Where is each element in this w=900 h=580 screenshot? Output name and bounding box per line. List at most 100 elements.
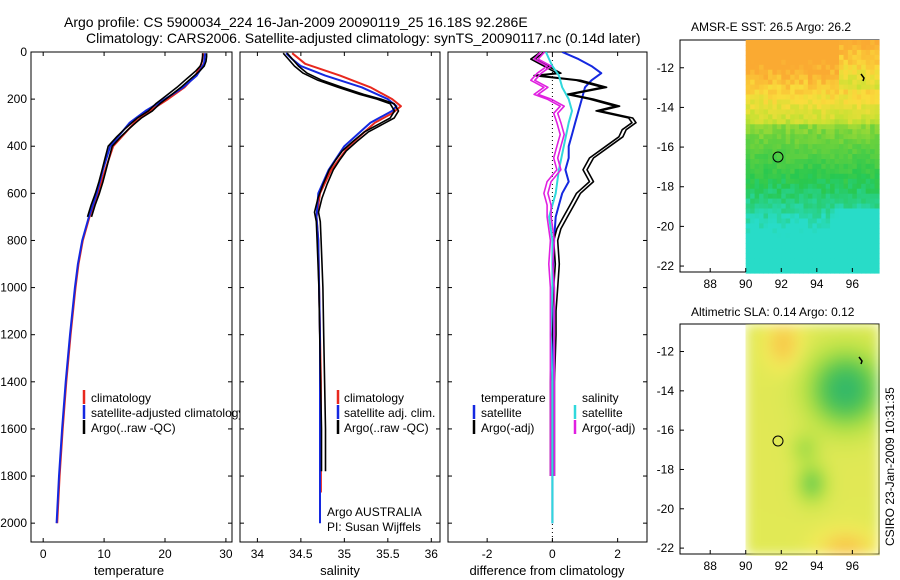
map-cell bbox=[856, 94, 862, 101]
map-cell bbox=[870, 198, 876, 205]
map-cell bbox=[856, 233, 862, 239]
map-cell bbox=[772, 263, 778, 269]
map-cell bbox=[812, 441, 818, 448]
map-cell bbox=[750, 79, 756, 86]
map-cell bbox=[834, 144, 840, 150]
map-cell bbox=[807, 168, 813, 175]
map-cell bbox=[870, 412, 876, 418]
map-cell bbox=[870, 54, 876, 61]
series-line-salinity-argo-adj- bbox=[529, 52, 562, 476]
map-cell bbox=[870, 545, 876, 551]
map-cell bbox=[830, 441, 836, 448]
map-cell bbox=[781, 99, 787, 106]
map-cell bbox=[870, 505, 876, 512]
map-cell bbox=[807, 397, 813, 404]
map-cell bbox=[754, 163, 760, 170]
map-cell bbox=[785, 412, 791, 418]
map-cell bbox=[839, 40, 844, 46]
map-cell bbox=[794, 213, 800, 220]
map-cell bbox=[812, 104, 818, 110]
map-cell bbox=[816, 491, 822, 497]
map-cell bbox=[785, 74, 791, 81]
map-cell bbox=[750, 500, 756, 507]
map-cell bbox=[745, 188, 751, 195]
map-cell bbox=[794, 407, 800, 413]
map-cell bbox=[852, 397, 858, 404]
map-cell bbox=[745, 203, 751, 210]
map-cell bbox=[799, 198, 804, 205]
map-cell bbox=[839, 520, 844, 527]
map-cell bbox=[759, 486, 765, 492]
map-cell bbox=[847, 525, 853, 531]
map-cell bbox=[807, 258, 813, 264]
map-cell bbox=[794, 168, 800, 175]
map-cell bbox=[785, 104, 791, 110]
map-cell bbox=[768, 223, 773, 229]
map-cell bbox=[816, 69, 822, 76]
map-cell bbox=[745, 328, 751, 335]
map-cell bbox=[807, 159, 813, 165]
map-cell bbox=[816, 358, 822, 364]
map-cell bbox=[843, 109, 849, 115]
map-cell bbox=[847, 203, 853, 210]
map-cell bbox=[803, 178, 809, 185]
map-cell bbox=[803, 233, 809, 239]
map-cell bbox=[834, 124, 840, 130]
map-cell bbox=[803, 74, 809, 81]
map-cell bbox=[812, 338, 818, 345]
map-cell bbox=[825, 333, 831, 340]
map-cell bbox=[839, 432, 844, 438]
map-cell bbox=[799, 486, 804, 492]
map-cell bbox=[821, 228, 827, 234]
map-cell bbox=[772, 168, 778, 175]
map-cell bbox=[856, 353, 862, 359]
map-cell bbox=[790, 258, 796, 264]
salinity-legend: climatology satellite adj. clim. Argo(..… bbox=[336, 390, 435, 435]
map-cell bbox=[821, 525, 827, 531]
map-cell bbox=[847, 373, 853, 379]
map-cell bbox=[754, 183, 760, 190]
map-cell bbox=[865, 461, 871, 468]
map-cell bbox=[870, 491, 876, 497]
map-cell bbox=[763, 358, 769, 364]
map-cell bbox=[825, 397, 831, 404]
legend-heading-temperature: temperature bbox=[481, 391, 546, 405]
map-cell bbox=[807, 218, 813, 225]
map-cell bbox=[865, 208, 871, 215]
map-cell bbox=[856, 173, 862, 180]
map-cell bbox=[799, 40, 804, 46]
map-cell bbox=[843, 40, 849, 46]
map-cell bbox=[861, 218, 867, 225]
map-cell bbox=[750, 550, 756, 556]
map-cell bbox=[799, 114, 804, 120]
map-cell bbox=[839, 203, 844, 210]
map-cell bbox=[825, 168, 831, 175]
map-cell bbox=[834, 540, 840, 546]
map-cell bbox=[830, 363, 836, 369]
map-cell bbox=[785, 258, 791, 264]
map-cell bbox=[772, 203, 778, 210]
map-cell bbox=[790, 243, 796, 249]
map-cell bbox=[781, 496, 787, 502]
map-cell bbox=[763, 268, 769, 274]
map-cell bbox=[865, 446, 871, 453]
map-cell bbox=[794, 466, 800, 472]
map-cell bbox=[834, 456, 840, 463]
map-cell bbox=[763, 258, 769, 264]
map-cell bbox=[745, 159, 751, 165]
map-cell bbox=[794, 378, 800, 384]
credit-label: CSIRO 23-Jan-2009 10:31:35 bbox=[883, 387, 897, 546]
map-cell bbox=[768, 451, 773, 458]
map-cell bbox=[856, 104, 862, 110]
map-cell bbox=[768, 535, 773, 541]
map-cell bbox=[843, 520, 849, 527]
map-cell bbox=[834, 545, 840, 551]
map-cell bbox=[807, 248, 813, 254]
temperature-panel: 0 10 20 30020040060080010001200140016001800… bbox=[0, 45, 244, 578]
map-cell bbox=[839, 49, 844, 56]
map-cell bbox=[843, 154, 849, 160]
map-cell bbox=[847, 134, 853, 140]
map-cell bbox=[754, 99, 760, 106]
map-cell bbox=[825, 218, 831, 225]
map-cell bbox=[759, 343, 765, 350]
